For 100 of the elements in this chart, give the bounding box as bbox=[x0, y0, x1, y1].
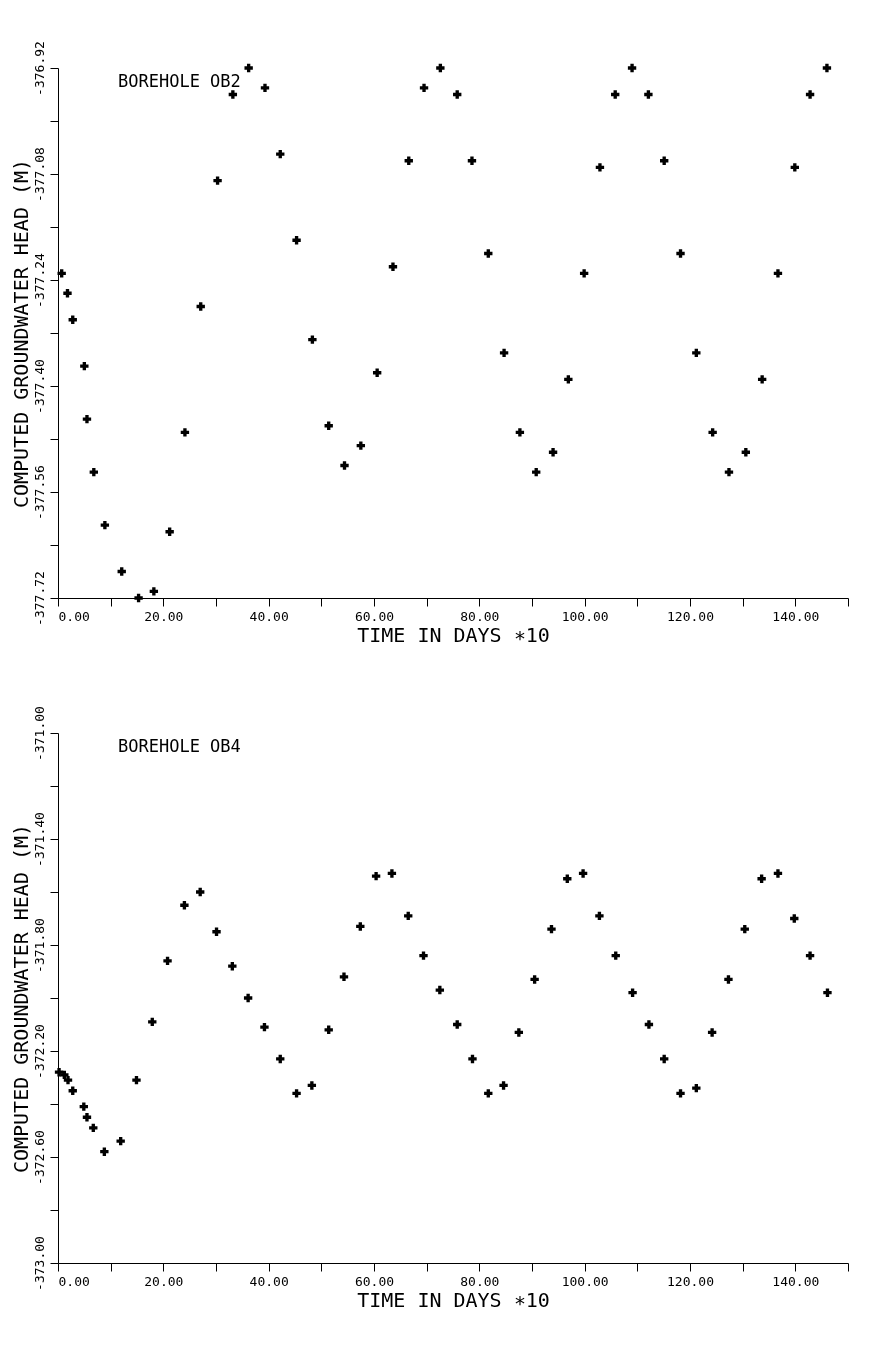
point bbox=[644, 1020, 654, 1029]
x-tick-label: 120.00 bbox=[667, 1273, 714, 1289]
y-tick-label: -372.60 bbox=[31, 1130, 47, 1185]
y-tick-label: -376.92 bbox=[31, 41, 47, 96]
y-axis-title: COMPUTED GROUNDWATER HEAD (M) bbox=[8, 158, 33, 509]
point bbox=[180, 428, 190, 437]
point bbox=[595, 163, 605, 172]
y-tick-label: -371.00 bbox=[31, 706, 47, 761]
point bbox=[134, 593, 143, 603]
point bbox=[530, 975, 539, 984]
point bbox=[435, 985, 445, 995]
x-tick-label: 60.00 bbox=[354, 1273, 395, 1289]
point bbox=[276, 1054, 285, 1064]
point bbox=[611, 90, 620, 99]
x-tick-label: 20.00 bbox=[144, 1273, 184, 1289]
point bbox=[63, 1075, 73, 1085]
point bbox=[100, 520, 110, 530]
point bbox=[579, 269, 589, 278]
x-axis-title: TIME IN DAYS ∗10 bbox=[357, 622, 550, 647]
y-tick-label: -373.00 bbox=[31, 1236, 47, 1291]
y-axis-title: COMPUTED GROUNDWATER HEAD (M) bbox=[8, 823, 33, 1174]
point bbox=[196, 302, 205, 311]
point bbox=[467, 156, 477, 165]
point bbox=[89, 1123, 98, 1133]
point bbox=[499, 348, 509, 358]
y-tick-label: -377.56 bbox=[31, 465, 47, 520]
point bbox=[180, 901, 189, 910]
point bbox=[692, 1083, 701, 1093]
point bbox=[660, 1054, 669, 1064]
point bbox=[132, 1075, 141, 1085]
x-tick-label: 100.00 bbox=[561, 1273, 609, 1289]
x-tick-label: 0.00 bbox=[58, 608, 90, 624]
x-tick-label: 60.00 bbox=[354, 608, 395, 624]
point bbox=[82, 1113, 92, 1122]
point bbox=[419, 951, 428, 960]
point bbox=[63, 289, 72, 298]
point bbox=[388, 262, 398, 271]
y-tick-label: -372.20 bbox=[31, 1024, 47, 1079]
point bbox=[243, 993, 253, 1003]
point bbox=[790, 163, 799, 172]
x-axis-title: TIME IN DAYS ∗10 bbox=[357, 1287, 550, 1312]
annotation: BOREHOLE OB4 bbox=[118, 736, 241, 756]
point bbox=[790, 914, 799, 923]
point bbox=[453, 1020, 462, 1029]
x-tick-label: 80.00 bbox=[460, 608, 500, 624]
point bbox=[372, 368, 382, 377]
point bbox=[628, 988, 637, 997]
annotation: BOREHOLE OB2 bbox=[118, 71, 241, 91]
point bbox=[308, 335, 317, 344]
point bbox=[692, 348, 701, 358]
point bbox=[724, 467, 734, 477]
point bbox=[100, 1147, 109, 1156]
point bbox=[547, 924, 556, 934]
y-tick-label: -371.80 bbox=[31, 918, 47, 973]
point bbox=[260, 83, 270, 93]
x-tick-label: 40.00 bbox=[249, 1273, 289, 1289]
point bbox=[676, 249, 685, 258]
point bbox=[548, 448, 558, 457]
point bbox=[514, 1028, 524, 1037]
point bbox=[80, 361, 89, 371]
point bbox=[244, 63, 253, 73]
y-tick-label: -377.08 bbox=[31, 147, 47, 202]
point bbox=[708, 428, 717, 437]
y-tick-label: -377.24 bbox=[31, 252, 47, 308]
point bbox=[644, 90, 653, 99]
point bbox=[60, 1070, 69, 1080]
point bbox=[499, 1081, 508, 1090]
x-tick-label: 80.00 bbox=[460, 1273, 500, 1289]
point bbox=[515, 428, 525, 437]
x-tick-label: 0.00 bbox=[58, 1273, 90, 1289]
point bbox=[805, 951, 815, 960]
point bbox=[79, 1102, 88, 1111]
point bbox=[371, 871, 381, 881]
point bbox=[356, 441, 366, 450]
point bbox=[595, 911, 604, 921]
point bbox=[116, 1136, 125, 1146]
point bbox=[117, 567, 126, 576]
point bbox=[292, 236, 301, 245]
point bbox=[340, 461, 349, 470]
point bbox=[387, 869, 397, 878]
point bbox=[627, 63, 637, 73]
x-tick-label: 140.00 bbox=[772, 608, 820, 624]
point bbox=[213, 176, 222, 185]
point bbox=[149, 587, 159, 596]
x-tick-label: 40.00 bbox=[249, 608, 289, 624]
point bbox=[57, 269, 66, 278]
point bbox=[307, 1081, 317, 1090]
point bbox=[82, 414, 92, 424]
point bbox=[564, 375, 573, 384]
point bbox=[757, 375, 767, 384]
x-tick-label: 120.00 bbox=[667, 608, 714, 624]
point bbox=[707, 1028, 717, 1037]
point bbox=[356, 922, 365, 931]
point bbox=[404, 911, 413, 921]
y-tick-label: -377.40 bbox=[31, 359, 47, 414]
point bbox=[339, 972, 349, 981]
point bbox=[822, 63, 832, 73]
x-tick-label: 100.00 bbox=[561, 608, 609, 624]
point bbox=[260, 1022, 269, 1032]
point bbox=[212, 927, 221, 936]
